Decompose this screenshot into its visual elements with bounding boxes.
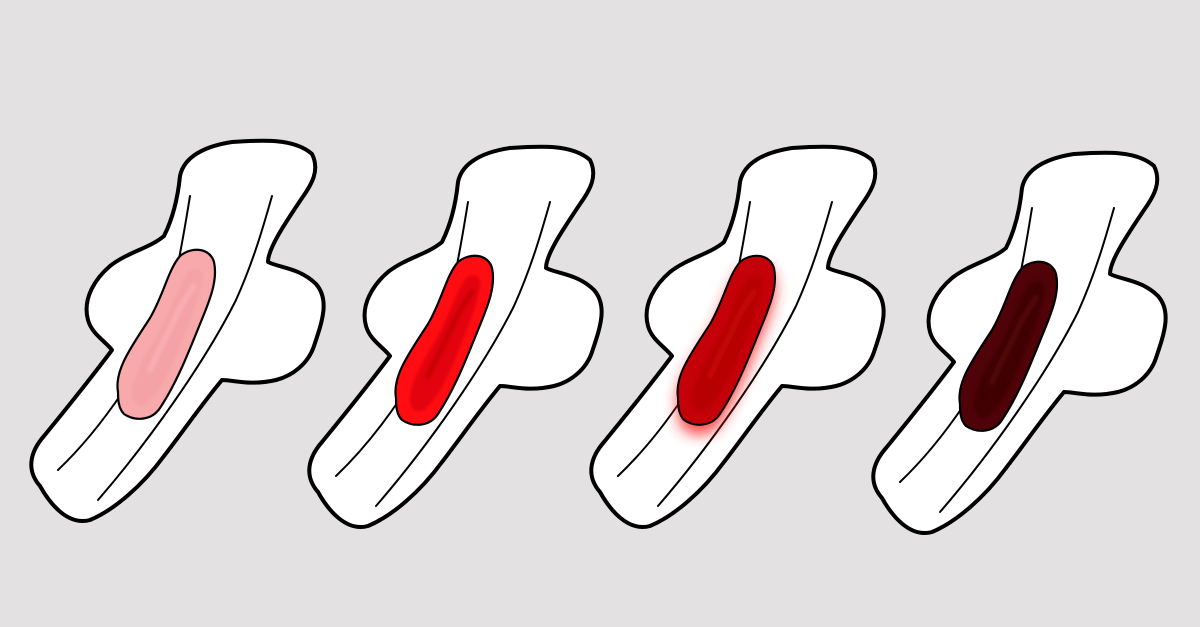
pad-bright-red-stain <box>307 144 604 529</box>
pad-channel-line <box>657 201 833 507</box>
pad-channel-line <box>97 195 273 501</box>
stain-highlight <box>989 295 1039 385</box>
pad-channel-line <box>375 201 551 507</box>
pad-channel-line <box>939 207 1115 513</box>
stain-highlight <box>707 289 757 379</box>
stain-highlight <box>425 289 475 379</box>
pad-light-pink-stain <box>29 138 326 523</box>
pad-dark-brown-stain <box>871 150 1168 535</box>
pad-dark-red-stain-glow <box>589 144 886 529</box>
stain-highlight <box>147 283 197 373</box>
